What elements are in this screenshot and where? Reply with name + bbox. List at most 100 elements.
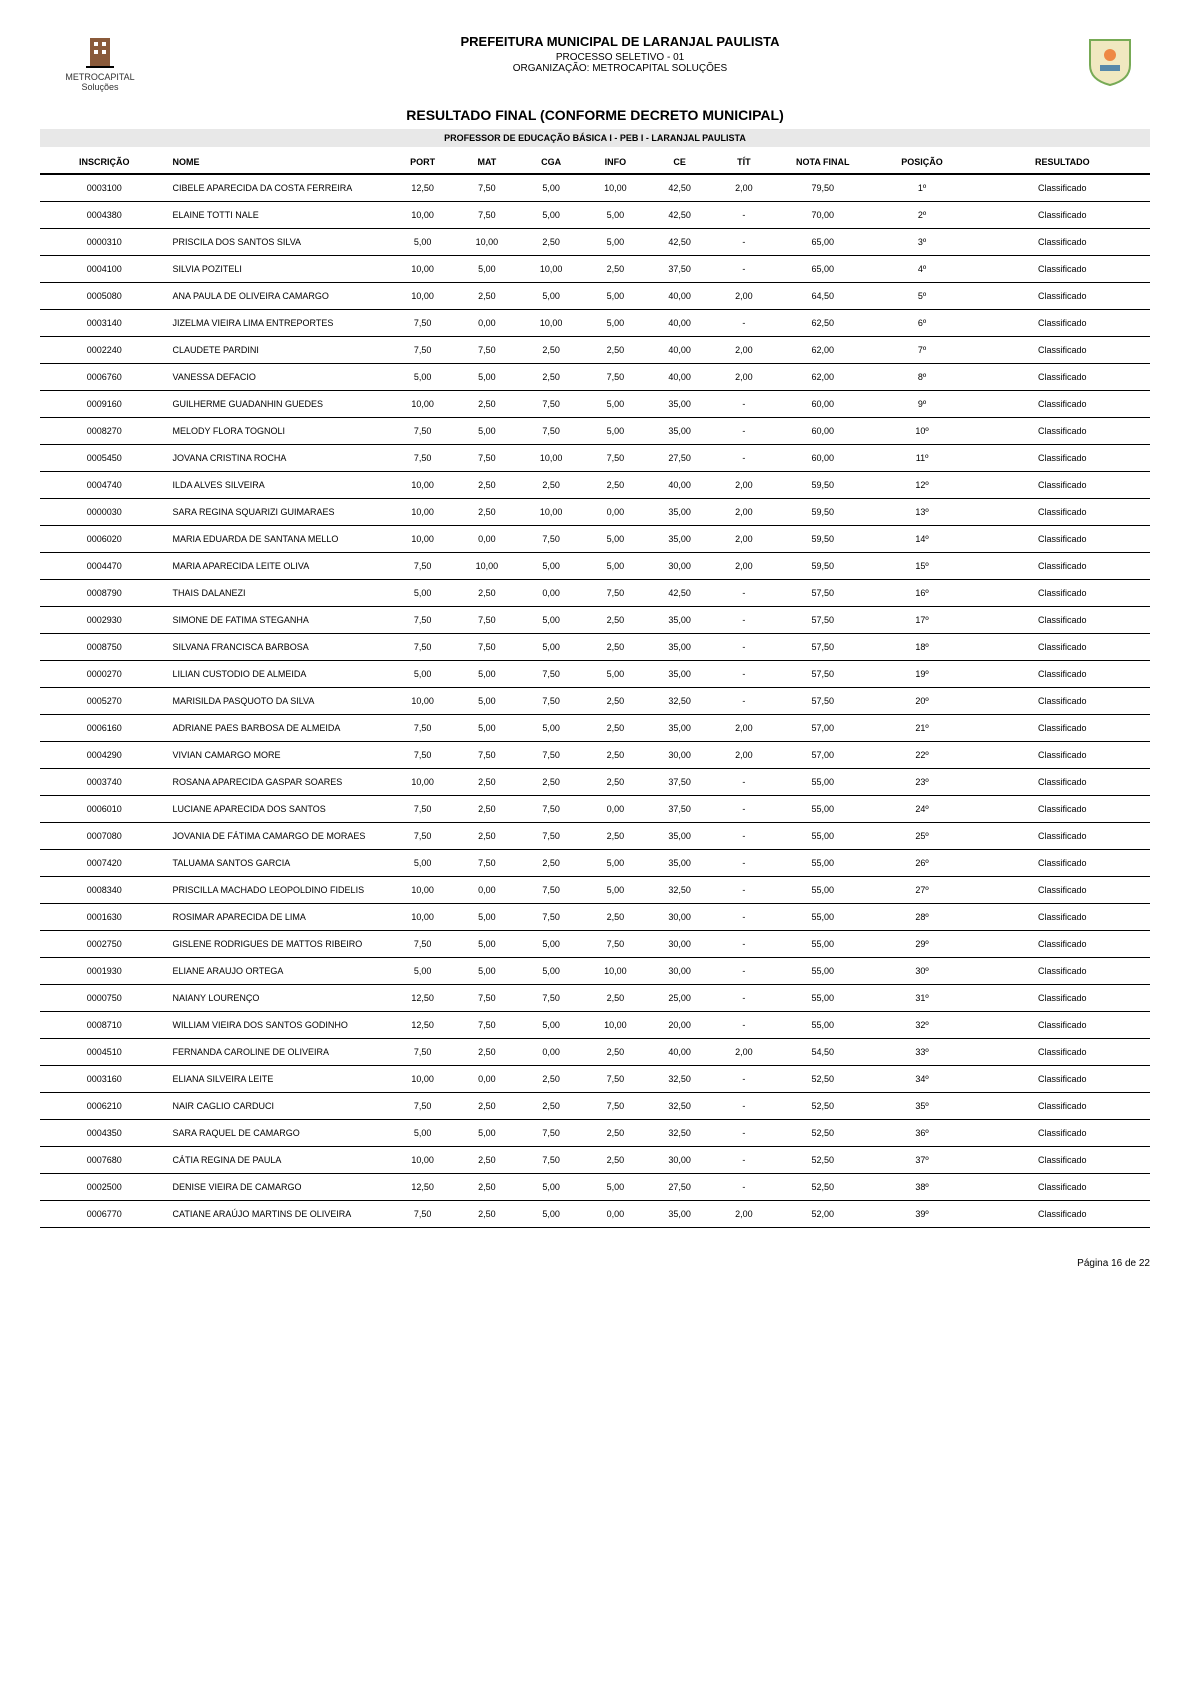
cell-port: 10,00 <box>391 283 455 310</box>
cell-info: 5,00 <box>583 283 647 310</box>
table-row: 0004380ELAINE TOTTI NALE10,007,505,005,0… <box>40 202 1150 229</box>
table-row: 0007420TALUAMA SANTOS GARCIA5,007,502,50… <box>40 850 1150 877</box>
cell-mat: 2,50 <box>455 472 519 499</box>
cell-pos: 32º <box>869 1012 974 1039</box>
cell-tit: - <box>712 769 776 796</box>
cell-inscricao: 0009160 <box>40 391 169 418</box>
cell-nota: 60,00 <box>776 445 869 472</box>
cell-ce: 35,00 <box>648 1201 712 1228</box>
cell-mat: 2,50 <box>455 769 519 796</box>
cell-ce: 42,50 <box>648 580 712 607</box>
table-row: 0008710WILLIAM VIEIRA DOS SANTOS GODINHO… <box>40 1012 1150 1039</box>
doc-line1: PROCESSO SELETIVO - 01 <box>160 52 1080 63</box>
cell-cga: 5,00 <box>519 283 583 310</box>
table-row: 0004100SILVIA POZITELI10,005,0010,002,50… <box>40 256 1150 283</box>
cell-mat: 10,00 <box>455 229 519 256</box>
cell-mat: 5,00 <box>455 364 519 391</box>
cell-port: 7,50 <box>391 715 455 742</box>
cell-info: 5,00 <box>583 661 647 688</box>
cell-res: Classificado <box>975 823 1150 850</box>
cell-port: 7,50 <box>391 553 455 580</box>
cell-res: Classificado <box>975 1201 1150 1228</box>
cell-cga: 7,50 <box>519 688 583 715</box>
cell-nota: 57,00 <box>776 715 869 742</box>
cell-nome: GUILHERME GUADANHIN GUEDES <box>169 391 391 418</box>
cell-ce: 37,50 <box>648 769 712 796</box>
table-row: 0001930ELIANE ARAUJO ORTEGA5,005,005,001… <box>40 958 1150 985</box>
cell-res: Classificado <box>975 877 1150 904</box>
cell-nota: 52,50 <box>776 1066 869 1093</box>
table-row: 0003140JIZELMA VIEIRA LIMA ENTREPORTES7,… <box>40 310 1150 337</box>
cell-pos: 2º <box>869 202 974 229</box>
cell-pos: 18º <box>869 634 974 661</box>
cell-mat: 5,00 <box>455 661 519 688</box>
cell-res: Classificado <box>975 1147 1150 1174</box>
cell-info: 5,00 <box>583 418 647 445</box>
table-row: 0009160GUILHERME GUADANHIN GUEDES10,002,… <box>40 391 1150 418</box>
table-row: 0008750SILVANA FRANCISCA BARBOSA7,507,50… <box>40 634 1150 661</box>
cell-pos: 3º <box>869 229 974 256</box>
cell-pos: 23º <box>869 769 974 796</box>
cell-inscricao: 0002240 <box>40 337 169 364</box>
cell-inscricao: 0005270 <box>40 688 169 715</box>
cell-pos: 9º <box>869 391 974 418</box>
cell-mat: 7,50 <box>455 634 519 661</box>
cell-port: 7,50 <box>391 931 455 958</box>
cell-nota: 65,00 <box>776 229 869 256</box>
cell-res: Classificado <box>975 1174 1150 1201</box>
table-row: 0000750NAIANY LOURENÇO12,507,507,502,502… <box>40 985 1150 1012</box>
cell-cga: 2,50 <box>519 337 583 364</box>
cell-cga: 5,00 <box>519 931 583 958</box>
cell-res: Classificado <box>975 499 1150 526</box>
cell-port: 10,00 <box>391 499 455 526</box>
table-row: 0004350SARA RAQUEL DE CAMARGO5,005,007,5… <box>40 1120 1150 1147</box>
table-row: 0006770CATIANE ARAÚJO MARTINS DE OLIVEIR… <box>40 1201 1150 1228</box>
left-logo-name: METROCAPITAL <box>40 72 160 82</box>
table-row: 0003160ELIANA SILVEIRA LEITE10,000,002,5… <box>40 1066 1150 1093</box>
cell-mat: 5,00 <box>455 904 519 931</box>
cell-port: 7,50 <box>391 742 455 769</box>
table-row: 0000310PRISCILA DOS SANTOS SILVA5,0010,0… <box>40 229 1150 256</box>
cell-ce: 25,00 <box>648 985 712 1012</box>
cell-nome: VANESSA DEFACIO <box>169 364 391 391</box>
cell-info: 0,00 <box>583 796 647 823</box>
cell-pos: 15º <box>869 553 974 580</box>
cell-nota: 57,50 <box>776 634 869 661</box>
cell-inscricao: 0006210 <box>40 1093 169 1120</box>
cell-nome: THAIS DALANEZI <box>169 580 391 607</box>
cell-info: 0,00 <box>583 1201 647 1228</box>
cell-nome: JOVANIA DE FÁTIMA CAMARGO DE MORAES <box>169 823 391 850</box>
cell-mat: 2,50 <box>455 823 519 850</box>
cell-tit: - <box>712 688 776 715</box>
cell-res: Classificado <box>975 931 1150 958</box>
cell-port: 5,00 <box>391 850 455 877</box>
cell-res: Classificado <box>975 229 1150 256</box>
cell-port: 10,00 <box>391 1066 455 1093</box>
cell-inscricao: 0002500 <box>40 1174 169 1201</box>
cell-inscricao: 0004740 <box>40 472 169 499</box>
cell-pos: 36º <box>869 1120 974 1147</box>
cell-nota: 62,50 <box>776 310 869 337</box>
cell-tit: - <box>712 1120 776 1147</box>
cell-res: Classificado <box>975 661 1150 688</box>
cell-nota: 59,50 <box>776 499 869 526</box>
cell-port: 7,50 <box>391 310 455 337</box>
cell-ce: 40,00 <box>648 337 712 364</box>
cell-info: 10,00 <box>583 1012 647 1039</box>
cell-cga: 5,00 <box>519 202 583 229</box>
cell-mat: 2,50 <box>455 796 519 823</box>
cell-nome: CATIANE ARAÚJO MARTINS DE OLIVEIRA <box>169 1201 391 1228</box>
cell-cga: 5,00 <box>519 607 583 634</box>
col-ce: CE <box>648 151 712 174</box>
cell-info: 7,50 <box>583 1093 647 1120</box>
cell-tit: - <box>712 985 776 1012</box>
cell-info: 7,50 <box>583 931 647 958</box>
cell-tit: - <box>712 391 776 418</box>
cell-nome: PRISCILLA MACHADO LEOPOLDINO FIDELIS <box>169 877 391 904</box>
cell-inscricao: 0002750 <box>40 931 169 958</box>
cell-inscricao: 0003140 <box>40 310 169 337</box>
cell-nome: SILVIA POZITELI <box>169 256 391 283</box>
cell-nota: 57,50 <box>776 580 869 607</box>
cell-mat: 0,00 <box>455 310 519 337</box>
cell-pos: 10º <box>869 418 974 445</box>
